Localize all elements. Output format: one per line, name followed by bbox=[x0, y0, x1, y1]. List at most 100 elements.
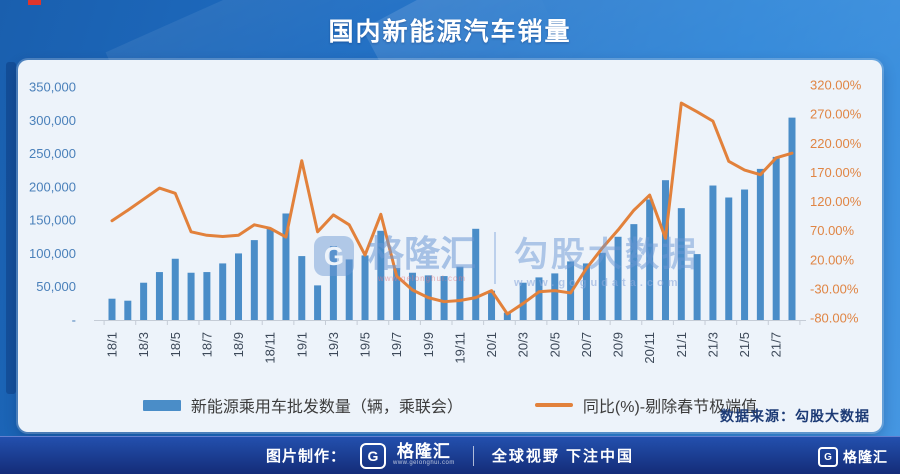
gelonghui-corner-logo: G 格隆汇 bbox=[818, 447, 888, 467]
bar-19/4 bbox=[345, 259, 353, 320]
page-title: 国内新能源汽车销量 bbox=[328, 18, 572, 46]
bar-19/11 bbox=[456, 266, 464, 320]
bar-18/5 bbox=[171, 258, 179, 320]
svg-text:18/3: 18/3 bbox=[136, 332, 151, 357]
bar-21/6 bbox=[756, 168, 764, 320]
bar-18/7 bbox=[203, 272, 211, 320]
made-by-label: 图片制作： bbox=[265, 448, 346, 465]
bar-21/2 bbox=[693, 254, 701, 320]
svg-text:19/7: 19/7 bbox=[389, 332, 404, 357]
left-edge-shade bbox=[6, 62, 16, 394]
bar-19/5 bbox=[361, 255, 369, 320]
footer-slogan: 全球视野 下注中国 bbox=[491, 448, 635, 465]
bar-18/10 bbox=[250, 240, 258, 320]
gelonghui-logo-url: www.gelonghui.com bbox=[392, 460, 455, 466]
svg-text:-80.00%: -80.00% bbox=[810, 311, 859, 326]
svg-text:20.00%: 20.00% bbox=[810, 252, 855, 267]
bar-21/3 bbox=[709, 185, 717, 320]
svg-text:120.00%: 120.00% bbox=[810, 194, 862, 209]
footer-divider bbox=[472, 445, 474, 466]
chart-card: 350,000 300,000 250,000 200,000 150,000 100,0… bbox=[18, 60, 882, 432]
svg-text:320.00%: 320.00% bbox=[810, 78, 862, 93]
svg-text:220.00%: 220.00% bbox=[810, 136, 862, 151]
bar-20/5 bbox=[551, 273, 559, 320]
svg-text:21/1: 21/1 bbox=[674, 332, 689, 357]
bar-21/5 bbox=[741, 189, 749, 320]
x-axis-labels: 18/1 18/3 18/5 18/7 18/9 18/11 19/1 19/3 19/5 19/… bbox=[105, 332, 784, 364]
bar-18/11 bbox=[266, 228, 274, 320]
bar-series bbox=[108, 117, 796, 320]
bar-20/10 bbox=[630, 224, 638, 320]
svg-text:20/1: 20/1 bbox=[484, 332, 499, 357]
bar-20/4 bbox=[535, 277, 543, 320]
svg-text:20/5: 20/5 bbox=[547, 332, 562, 357]
svg-text:19/9: 19/9 bbox=[421, 332, 436, 357]
bar-20/8 bbox=[598, 252, 606, 320]
bar-21/1 bbox=[677, 208, 685, 320]
bar-21/4 bbox=[725, 197, 733, 320]
bar-18/3 bbox=[140, 282, 148, 320]
svg-text:100,000: 100,000 bbox=[29, 246, 76, 261]
svg-text:-: - bbox=[72, 313, 76, 328]
bar-20/12 bbox=[661, 180, 669, 320]
bar-21/7 bbox=[772, 156, 780, 320]
svg-text:18/1: 18/1 bbox=[105, 332, 120, 357]
bar-20/1 bbox=[488, 290, 496, 320]
svg-text:18/7: 18/7 bbox=[199, 332, 214, 357]
line-series-label: 同比(%)-剔除春节极端值 bbox=[582, 399, 758, 416]
bar-20/9 bbox=[614, 236, 622, 320]
right-axis-labels: 320.00% 270.00% 220.00% 170.00% 120.00% 70.00… bbox=[810, 78, 862, 326]
gelonghui-logo-icon: G bbox=[818, 447, 838, 467]
svg-text:21/5: 21/5 bbox=[737, 332, 752, 357]
svg-text:-30.00%: -30.00% bbox=[810, 281, 859, 296]
svg-text:18/5: 18/5 bbox=[168, 332, 183, 357]
legend-item-line: 同比(%)-剔除春节极端值 bbox=[534, 393, 758, 417]
svg-text:20/3: 20/3 bbox=[516, 332, 531, 357]
svg-text:19/11: 19/11 bbox=[452, 332, 467, 364]
yoy-line bbox=[110, 101, 794, 316]
legend-item-bars: 新能源乘用车批发数量（辆，乘联会） bbox=[142, 393, 463, 417]
bar-21/8 bbox=[788, 117, 796, 320]
bar-19/8 bbox=[408, 272, 416, 320]
footer: 图片制作： G 格隆汇 www.gelonghui.com 全球视野 下注中国 bbox=[0, 436, 900, 474]
svg-text:19/3: 19/3 bbox=[326, 332, 341, 357]
header: 国内新能源汽车销量 bbox=[0, 0, 900, 60]
bar-20/7 bbox=[582, 263, 590, 320]
bar-18/4 bbox=[155, 272, 163, 320]
corner-red-mark bbox=[28, 0, 41, 5]
svg-text:20/9: 20/9 bbox=[611, 332, 626, 357]
bar-18/8 bbox=[219, 263, 227, 320]
bar-20/3 bbox=[519, 282, 527, 320]
svg-text:21/7: 21/7 bbox=[769, 332, 784, 357]
gelonghui-logo-text: 格隆汇 bbox=[396, 442, 451, 461]
svg-text:300,000: 300,000 bbox=[29, 113, 76, 128]
svg-text:20/7: 20/7 bbox=[579, 332, 594, 357]
chart-legend: 新能源乘用车批发数量（辆，乘联会） 同比(%)-剔除春节极端值 bbox=[18, 393, 882, 417]
svg-text:350,000: 350,000 bbox=[29, 80, 76, 95]
gelonghui-footer-logo: G 格隆汇 www.gelonghui.com bbox=[359, 442, 455, 469]
line-series-swatch bbox=[534, 403, 573, 407]
sales-chart: 350,000 300,000 250,000 200,000 150,000 100,0… bbox=[18, 60, 882, 437]
gelonghui-logo-icon: G bbox=[359, 442, 386, 469]
svg-text:50,000: 50,000 bbox=[36, 279, 76, 294]
chart-canvas: 350,000 300,000 250,000 200,000 150,000 100,0… bbox=[29, 78, 862, 364]
bar-series-swatch bbox=[142, 399, 181, 411]
svg-text:170.00%: 170.00% bbox=[810, 165, 862, 180]
bar-19/7 bbox=[393, 268, 401, 320]
left-axis-labels: 350,000 300,000 250,000 200,000 150,000 100,0… bbox=[29, 80, 76, 328]
bar-18/1 bbox=[108, 298, 116, 320]
bar-18/6 bbox=[187, 272, 195, 320]
svg-text:19/5: 19/5 bbox=[358, 332, 373, 357]
svg-text:270.00%: 270.00% bbox=[810, 107, 862, 122]
svg-text:70.00%: 70.00% bbox=[810, 223, 855, 238]
svg-text:250,000: 250,000 bbox=[29, 146, 76, 161]
bar-20/11 bbox=[646, 199, 654, 320]
svg-text:21/3: 21/3 bbox=[705, 332, 720, 357]
svg-text:19/1: 19/1 bbox=[294, 332, 309, 357]
bar-18/2 bbox=[124, 300, 132, 320]
bar-19/3 bbox=[329, 246, 337, 320]
x-axis bbox=[94, 320, 806, 325]
bar-18/9 bbox=[235, 253, 243, 320]
svg-text:150,000: 150,000 bbox=[29, 213, 76, 228]
bar-series-label: 新能源乘用车批发数量（辆，乘联会） bbox=[190, 399, 463, 416]
